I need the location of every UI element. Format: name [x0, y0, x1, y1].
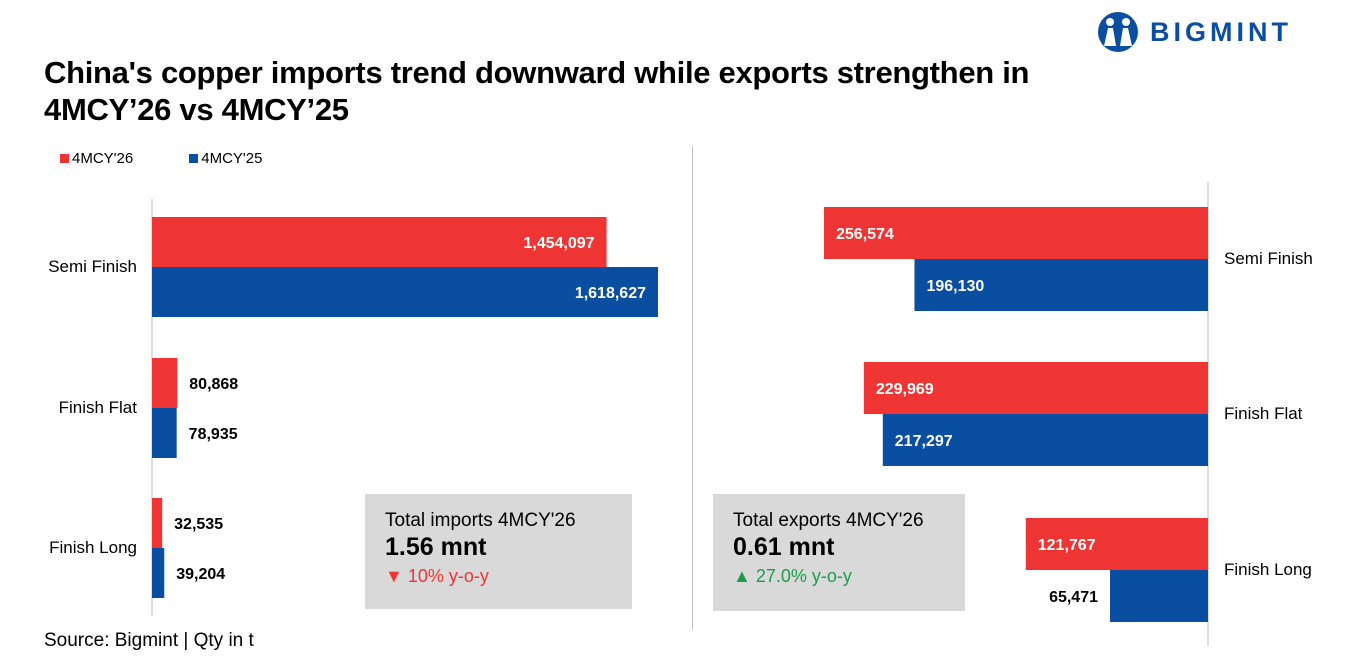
imports-change-text: 10% y-o-y — [407, 566, 489, 586]
legend-item-2025: 4MCY'25 — [189, 150, 262, 167]
imports-summary-box: Total imports 4MCY'26 1.56 mnt ▼ 10% y-o… — [365, 494, 632, 609]
bar-semi-finish-4mcy-26 — [824, 207, 1208, 259]
brand-name: BIGMINT — [1150, 16, 1292, 47]
data-label-finish-long-4mcy-25: 65,471 — [1049, 589, 1098, 606]
brand-logo: BIGMINT — [1096, 10, 1292, 54]
category-label-finish-flat: Finish Flat — [1224, 404, 1303, 423]
exports-summary-change: ▲ 27.0% y-o-y — [733, 565, 945, 587]
bigmint-logo-icon — [1098, 12, 1138, 52]
category-label-finish-flat: Finish Flat — [59, 398, 138, 417]
chart-title: China's copper imports trend downward wh… — [44, 55, 1030, 127]
bar-finish-flat-4mcy-25 — [152, 408, 177, 458]
bar-finish-long-4mcy-25 — [1110, 570, 1208, 622]
legend-label-2026: 4MCY'26 — [72, 150, 134, 167]
legend: 4MCY'26 4MCY'25 — [60, 150, 318, 167]
chart-divider — [692, 146, 693, 630]
bar-finish-flat-4mcy-25 — [882, 414, 1208, 466]
exports-summary-box: Total exports 4MCY'26 0.61 mnt ▲ 27.0% y… — [713, 494, 965, 611]
exports-summary-label: Total exports 4MCY'26 — [733, 510, 924, 531]
bar-finish-long-4mcy-25 — [152, 548, 165, 598]
up-arrow-icon: ▲ — [733, 566, 751, 586]
category-label-finish-long: Finish Long — [49, 538, 137, 557]
imports-summary-change: ▼ 10% y-o-y — [385, 565, 612, 587]
data-label-finish-flat-4mcy-25: 78,935 — [189, 426, 238, 443]
category-label-semi-finish: Semi Finish — [1224, 249, 1313, 268]
bar-semi-finish-4mcy-25 — [914, 259, 1208, 311]
data-label-finish-long-4mcy-26: 32,535 — [174, 516, 223, 533]
data-label-finish-long-4mcy-25: 39,204 — [176, 566, 225, 583]
legend-swatch-2026 — [60, 154, 69, 163]
down-arrow-icon: ▼ — [385, 566, 403, 586]
source-note: Source: Bigmint | Qty in t — [44, 630, 254, 651]
bar-semi-finish-4mcy-26 — [152, 217, 607, 267]
exports-summary-value: 0.61 mnt — [733, 533, 835, 561]
category-label-semi-finish: Semi Finish — [48, 257, 137, 276]
bar-finish-long-4mcy-26 — [1025, 518, 1208, 570]
legend-swatch-2025 — [189, 154, 199, 163]
bar-finish-flat-4mcy-26 — [863, 362, 1208, 414]
category-label-finish-long: Finish Long — [1224, 560, 1312, 579]
imports-summary-value: 1.56 mnt — [385, 533, 487, 561]
imports-summary-label: Total imports 4MCY'26 — [385, 510, 576, 531]
bar-finish-long-4mcy-26 — [152, 498, 163, 548]
bar-semi-finish-4mcy-25 — [152, 267, 658, 317]
bar-finish-flat-4mcy-26 — [152, 358, 178, 408]
data-label-finish-flat-4mcy-25: 217,297 — [895, 433, 953, 450]
data-label-finish-long-4mcy-26: 121,767 — [1038, 537, 1096, 554]
data-label-finish-flat-4mcy-26: 80,868 — [189, 376, 238, 393]
exports-change-text: 27.0% y-o-y — [755, 566, 852, 586]
data-label-semi-finish-4mcy-26: 256,574 — [836, 226, 894, 243]
legend-item-2026: 4MCY'26 — [60, 150, 133, 167]
data-label-finish-flat-4mcy-26: 229,969 — [876, 381, 934, 398]
legend-label-2025: 4MCY'25 — [201, 150, 263, 167]
data-label-semi-finish-4mcy-26: 1,454,097 — [523, 235, 594, 252]
data-label-semi-finish-4mcy-25: 196,130 — [926, 278, 984, 295]
data-label-semi-finish-4mcy-25: 1,618,627 — [575, 285, 646, 302]
